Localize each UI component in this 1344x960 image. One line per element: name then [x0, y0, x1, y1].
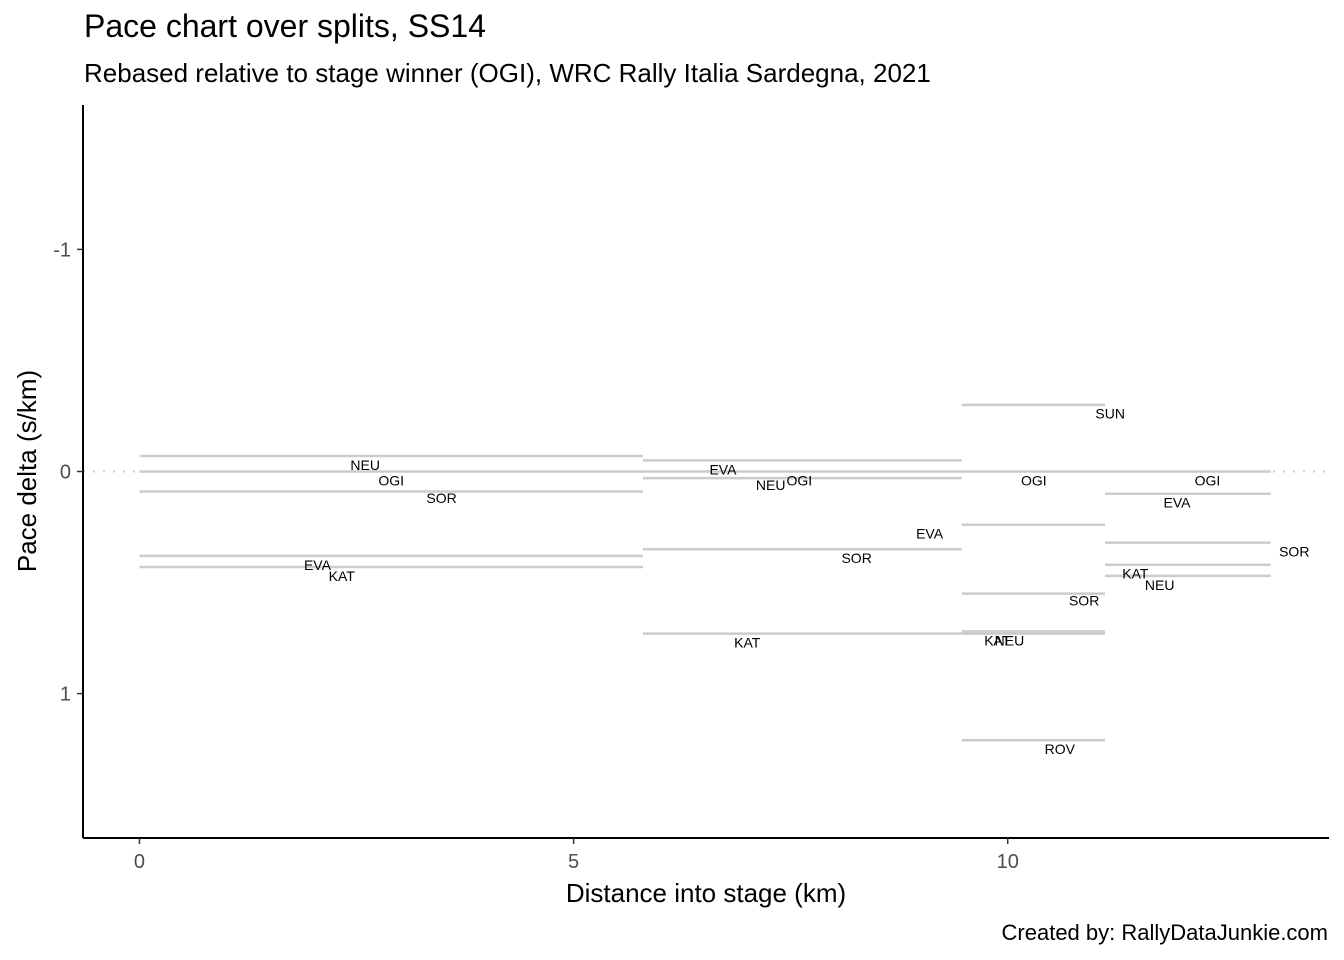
driver-label-sor: SOR — [1069, 592, 1099, 608]
chart-title: Pace chart over splits, SS14 — [84, 8, 486, 44]
driver-label-kat: KAT — [1122, 566, 1149, 582]
driver-label-neu: NEU — [995, 632, 1025, 648]
driver-label-rov: ROV — [1045, 741, 1076, 757]
driver-label-sor: SOR — [1279, 543, 1309, 559]
y-tick-label: 1 — [60, 684, 71, 706]
driver-label-neu: NEU — [1145, 577, 1175, 593]
driver-label-sor: SOR — [426, 490, 456, 506]
driver-label-eva: EVA — [1164, 495, 1192, 511]
y-axis-title: Pace delta (s/km) — [12, 370, 42, 572]
driver-label-neu: NEU — [756, 477, 786, 493]
x-tick-label: 0 — [134, 851, 145, 873]
driver-label-sor: SOR — [841, 550, 871, 566]
x-axis-title: Distance into stage (km) — [566, 878, 846, 908]
chart-subtitle: Rebased relative to stage winner (OGI), … — [84, 58, 931, 88]
driver-label-eva: EVA — [916, 526, 944, 542]
driver-label-neu: NEU — [350, 457, 380, 473]
driver-label-eva: EVA — [709, 461, 737, 477]
driver-label-sun: SUN — [1095, 406, 1125, 422]
axes: 0 5 10 -1 0 1 — [53, 105, 1329, 873]
driver-label-ogi: OGI — [378, 472, 404, 488]
driver-label-kat: KAT — [329, 568, 356, 584]
driver-label-ogi: OGI — [1021, 472, 1047, 488]
driver-label-kat: KAT — [984, 632, 1011, 648]
x-tick-label: 10 — [997, 851, 1019, 873]
caption: Created by: RallyDataJunkie.com — [1001, 920, 1328, 945]
y-tick-label: -1 — [53, 239, 71, 261]
y-tick-label: 0 — [60, 462, 71, 484]
x-tick-label: 5 — [568, 851, 579, 873]
driver-label-eva: EVA — [304, 557, 332, 573]
driver-label-kat: KAT — [734, 635, 761, 651]
driver-label-ogi: OGI — [1195, 472, 1221, 488]
driver-label-ogi: OGI — [787, 472, 813, 488]
segment-layer — [139, 403, 1271, 742]
